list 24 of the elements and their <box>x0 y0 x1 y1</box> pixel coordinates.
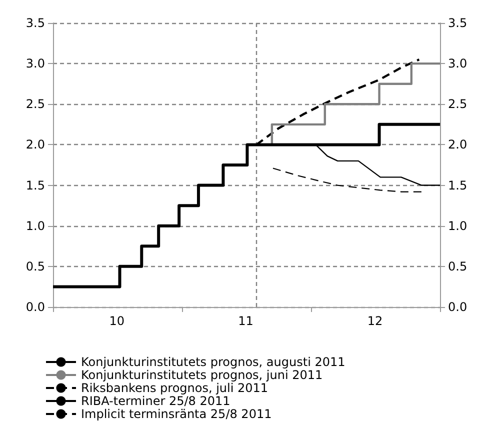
y2-tick-label: 0.5 <box>448 259 468 274</box>
y-tick-label: 3.0 <box>26 56 45 71</box>
y2-tick-label: 3.5 <box>448 16 468 30</box>
y2-tick-label: 3.0 <box>448 56 468 71</box>
legend-label: Konjunkturinstitutets prognos, juni 2011 <box>81 368 323 382</box>
y2-tick-label: 1.5 <box>448 178 468 192</box>
y-tick-label: 3.5 <box>26 16 45 30</box>
y2-tick-label: 0.0 <box>448 300 468 314</box>
x-tick-label: 12 <box>367 314 383 328</box>
y2-tick-label: 1.0 <box>448 218 468 233</box>
legend-label: Konjunkturinstitutets prognos, augusti 2011 <box>81 355 346 369</box>
y-tick-label: 0.0 <box>26 300 45 314</box>
y-tick-label: 1.5 <box>26 178 45 192</box>
y2-tick-label: 2.0 <box>448 138 468 152</box>
y-tick-label: 2.5 <box>26 97 45 112</box>
x-tick-label: 11 <box>238 314 254 328</box>
legend-label: Implicit terminsränta 25/8 2011 <box>81 407 272 421</box>
legend-label: Riksbankens prognos, juli 2011 <box>81 381 268 395</box>
y-tick-label: 1.0 <box>26 218 45 233</box>
y2-tick-label: 2.5 <box>448 97 468 112</box>
x-tick-label: 10 <box>109 314 125 328</box>
y-tick-label: 2.0 <box>26 138 45 152</box>
legend-label: RIBA-terminer 25/8 2011 <box>81 394 230 408</box>
y-tick-label: 0.5 <box>26 259 45 274</box>
